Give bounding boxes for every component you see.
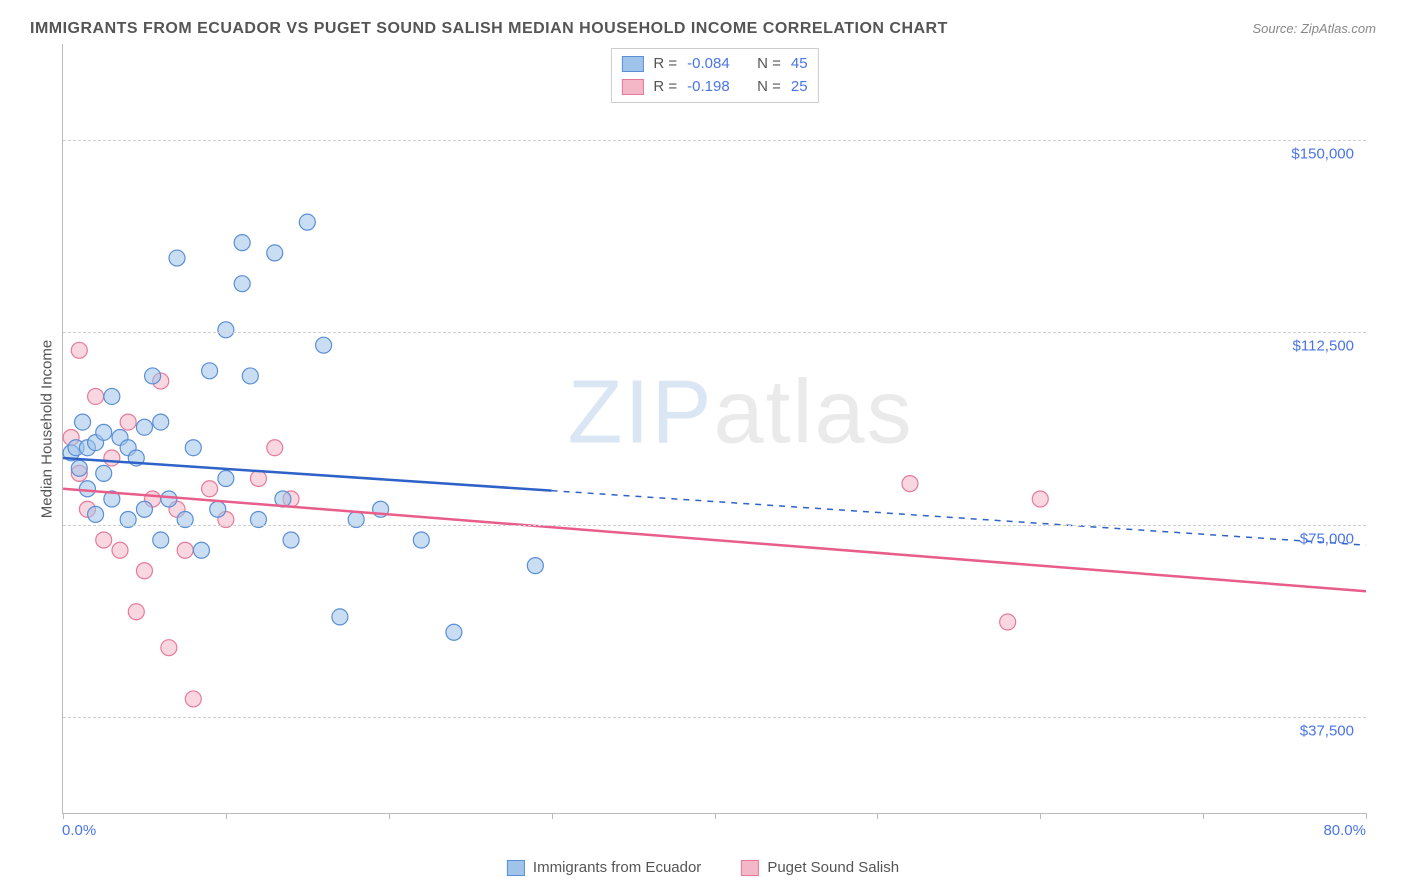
x-tick — [1203, 813, 1204, 819]
data-point — [153, 414, 169, 430]
data-point — [332, 609, 348, 625]
data-point — [120, 414, 136, 430]
series-legend: Immigrants from Ecuador Puget Sound Sali… — [507, 859, 899, 876]
y-tick-label: $150,000 — [1291, 146, 1354, 163]
x-tick — [877, 813, 878, 819]
data-point — [218, 470, 234, 486]
data-point — [145, 368, 161, 384]
gridline — [63, 332, 1366, 333]
plot-area: Median Household Income ZIPatlas R = -0.… — [62, 44, 1366, 814]
y-axis-label: Median Household Income — [39, 339, 56, 517]
trend-line — [63, 489, 1366, 592]
data-point — [75, 414, 91, 430]
data-point — [210, 501, 226, 517]
legend-label-b: Puget Sound Salish — [767, 859, 899, 876]
data-point — [96, 532, 112, 548]
x-axis-labels: 0.0% 80.0% — [62, 822, 1366, 839]
chart-source: Source: ZipAtlas.com — [1252, 21, 1376, 36]
data-point — [446, 624, 462, 640]
data-point — [267, 440, 283, 456]
data-point — [128, 604, 144, 620]
swatch-series-b-icon — [741, 860, 759, 876]
gridline — [63, 717, 1366, 718]
data-point — [218, 322, 234, 338]
data-point — [96, 424, 112, 440]
data-point — [177, 542, 193, 558]
chart-title: IMMIGRANTS FROM ECUADOR VS PUGET SOUND S… — [30, 20, 948, 38]
data-point — [283, 532, 299, 548]
data-point — [234, 235, 250, 251]
x-tick — [552, 813, 553, 819]
data-point — [527, 558, 543, 574]
data-point — [250, 470, 266, 486]
x-tick — [1366, 813, 1367, 819]
x-tick — [226, 813, 227, 819]
data-point — [202, 481, 218, 497]
data-point — [902, 476, 918, 492]
source-prefix: Source: — [1252, 21, 1300, 36]
data-point — [193, 542, 209, 558]
data-point — [88, 506, 104, 522]
data-point — [71, 342, 87, 358]
x-tick — [63, 813, 64, 819]
data-point — [299, 214, 315, 230]
gridline — [63, 140, 1366, 141]
x-tick — [389, 813, 390, 819]
y-tick-label: $75,000 — [1300, 530, 1354, 547]
data-point — [88, 388, 104, 404]
data-point — [185, 440, 201, 456]
gridline — [63, 525, 1366, 526]
swatch-series-a-icon — [507, 860, 525, 876]
data-point — [185, 691, 201, 707]
data-point — [136, 563, 152, 579]
chart-header: IMMIGRANTS FROM ECUADOR VS PUGET SOUND S… — [30, 20, 1376, 38]
x-tick — [1040, 813, 1041, 819]
data-point — [104, 450, 120, 466]
data-point — [316, 337, 332, 353]
data-point — [79, 481, 95, 497]
legend-label-a: Immigrants from Ecuador — [533, 859, 701, 876]
chart-container: IMMIGRANTS FROM ECUADOR VS PUGET SOUND S… — [0, 0, 1406, 892]
source-name: ZipAtlas.com — [1301, 21, 1376, 36]
data-point — [161, 491, 177, 507]
x-tick — [715, 813, 716, 819]
data-point — [96, 465, 112, 481]
data-point — [112, 542, 128, 558]
data-point — [161, 640, 177, 656]
data-point — [71, 460, 87, 476]
data-point — [169, 250, 185, 266]
y-tick-label: $112,500 — [1293, 338, 1354, 355]
legend-item-a: Immigrants from Ecuador — [507, 859, 701, 876]
data-point — [234, 276, 250, 292]
legend-item-b: Puget Sound Salish — [741, 859, 899, 876]
data-point — [267, 245, 283, 261]
x-min-label: 0.0% — [62, 822, 96, 839]
x-max-label: 80.0% — [1323, 822, 1366, 839]
y-tick-label: $37,500 — [1300, 722, 1354, 739]
plot-svg — [63, 44, 1366, 813]
data-point — [242, 368, 258, 384]
data-point — [136, 419, 152, 435]
data-point — [104, 388, 120, 404]
data-point — [153, 532, 169, 548]
data-point — [1032, 491, 1048, 507]
data-point — [413, 532, 429, 548]
data-point — [1000, 614, 1016, 630]
data-point — [202, 363, 218, 379]
trend-line — [63, 458, 552, 491]
data-point — [136, 501, 152, 517]
